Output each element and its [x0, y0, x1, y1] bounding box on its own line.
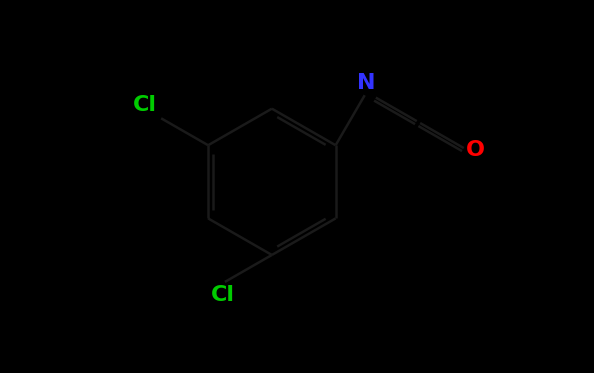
Text: N: N: [357, 73, 375, 93]
Text: Cl: Cl: [132, 95, 156, 115]
Text: O: O: [466, 140, 485, 160]
Text: Cl: Cl: [211, 285, 235, 305]
